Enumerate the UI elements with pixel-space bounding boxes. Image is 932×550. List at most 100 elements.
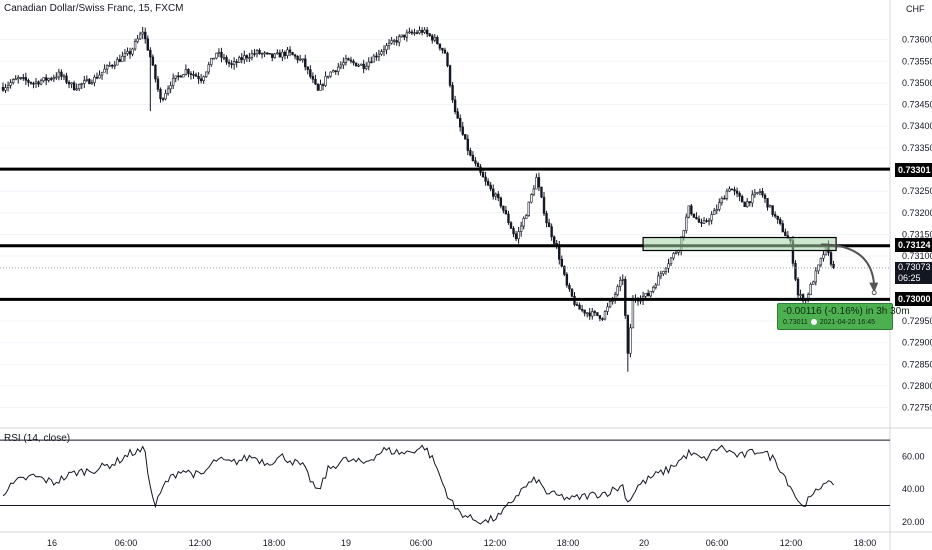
candle-body: [738, 193, 741, 197]
price-tick-label: 0.73600: [902, 35, 932, 45]
candle-body: [420, 30, 424, 33]
candle-body: [425, 29, 429, 35]
candle-body: [771, 205, 774, 215]
candle-body: [464, 134, 467, 140]
candle-body: [784, 231, 787, 237]
candle-body: [695, 216, 698, 220]
candle-body: [674, 251, 678, 254]
candle-body: [458, 117, 462, 128]
candle-body: [194, 74, 198, 77]
candle-body: [436, 37, 439, 45]
candle-body: [667, 263, 670, 269]
candle-body: [177, 75, 180, 78]
candle-body: [588, 312, 591, 317]
candle-body: [248, 57, 251, 59]
candle-body: [370, 61, 373, 64]
candle-body: [93, 76, 96, 84]
candle-body: [357, 64, 360, 67]
candle-body: [296, 55, 299, 61]
candle-body: [832, 263, 835, 268]
candle-body: [702, 220, 706, 224]
candle-body: [304, 58, 307, 68]
candle-body: [657, 275, 660, 286]
candle-body: [441, 47, 444, 51]
candle-body: [161, 98, 165, 101]
candle-body: [57, 71, 61, 78]
candle-body: [75, 88, 78, 91]
candle-body: [591, 311, 594, 317]
candle-body: [565, 274, 569, 286]
candle-body: [476, 163, 480, 168]
candle-body: [174, 75, 177, 79]
candle-body: [616, 286, 619, 295]
price-tick-label: 0.72900: [902, 338, 932, 348]
candle-body: [481, 172, 485, 178]
candle-body: [753, 192, 757, 196]
candle-body: [301, 58, 304, 61]
candle-body: [537, 177, 541, 188]
level-tag-low: 0.73000: [895, 292, 932, 306]
candle-body: [525, 215, 528, 219]
candle-body: [766, 198, 769, 208]
price-tick-label: 0.73500: [902, 78, 932, 88]
candle-body: [540, 186, 543, 198]
candle-body: [563, 265, 566, 275]
candle-body: [116, 59, 119, 66]
candle-body: [131, 48, 134, 55]
candle-body: [60, 71, 63, 77]
candle-body: [829, 252, 833, 265]
candle-body: [377, 53, 381, 58]
candle-body: [519, 225, 523, 232]
candle-body: [151, 56, 155, 66]
price-tick-label: 0.73150: [902, 229, 932, 239]
candle-body: [197, 76, 200, 80]
candle-body: [268, 52, 271, 55]
price-tick-label: 0.73100: [902, 251, 932, 261]
candle-body: [144, 31, 147, 40]
candle-body: [202, 76, 205, 82]
candle-body: [626, 315, 630, 354]
candle-body: [375, 55, 378, 58]
candle-body: [123, 53, 127, 57]
candle-body: [339, 64, 343, 68]
candle-body: [154, 64, 157, 80]
candle-body: [512, 228, 515, 235]
candle-body: [286, 49, 289, 56]
candle-body: [212, 57, 216, 60]
candle-body: [344, 58, 348, 63]
candle-body: [278, 52, 282, 58]
time-tick-label: 16: [47, 538, 57, 548]
candle-body: [4, 87, 7, 91]
candle-body: [319, 84, 322, 91]
candle-body: [740, 196, 744, 203]
candle-body: [685, 216, 688, 231]
candle-body: [11, 79, 15, 83]
candle-body: [730, 188, 734, 191]
candle-body: [182, 74, 185, 78]
candle-body: [779, 219, 782, 224]
candle-body: [631, 297, 635, 329]
candle-body: [535, 177, 538, 190]
candle-body: [652, 286, 655, 292]
candle-body: [723, 197, 726, 200]
candle-body: [314, 78, 317, 85]
candle-body: [17, 77, 20, 80]
candle-body: [354, 62, 358, 67]
price-tick-label: 0.72800: [902, 381, 932, 391]
candle-body: [37, 81, 40, 85]
price-tick-label: 0.73550: [902, 56, 932, 66]
candle-body: [619, 280, 622, 287]
projection-label[interactable]: -0.00116 (-0.16%) in 3h 30m 0.73011 2021…: [777, 303, 910, 330]
candle-body: [250, 53, 254, 58]
candle-body: [492, 188, 495, 197]
rsi-line: [2, 444, 834, 525]
candle-body: [499, 197, 503, 207]
candle-body: [428, 33, 431, 37]
candle-body: [415, 32, 419, 34]
candle-body: [276, 52, 279, 55]
candle-body: [273, 53, 276, 58]
time-tick-label: 12:00: [484, 538, 507, 548]
candle-body: [78, 84, 81, 90]
candle-body: [189, 73, 193, 75]
